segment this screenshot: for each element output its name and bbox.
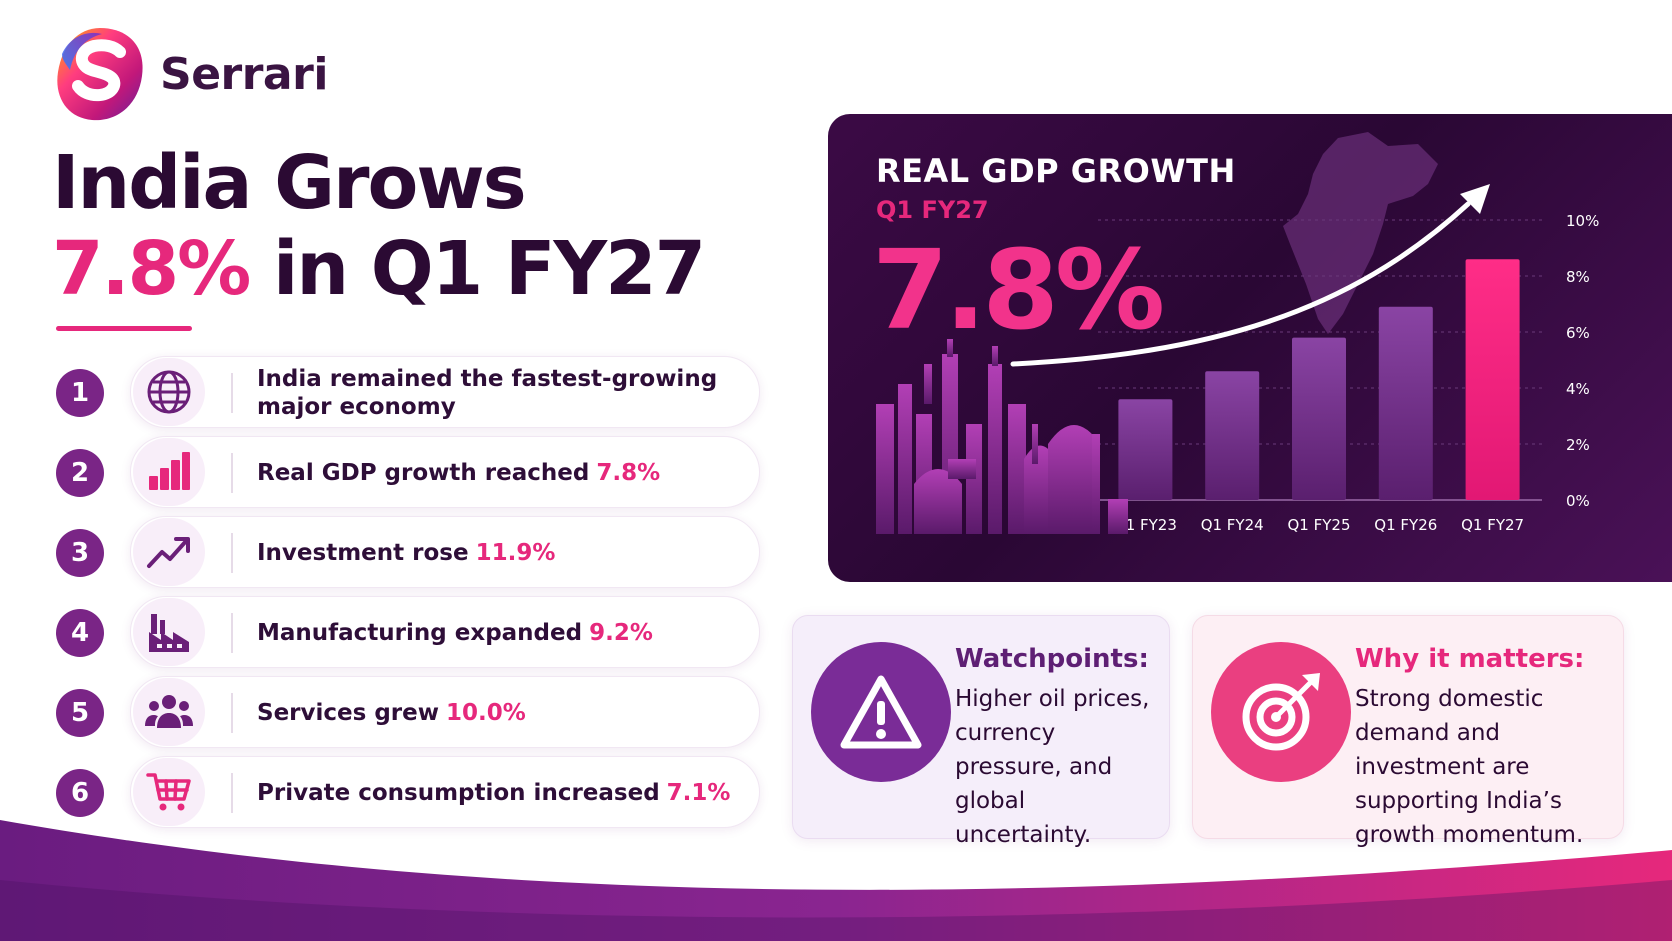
separator — [231, 613, 233, 653]
list-item-text: Services grew 10.0% — [257, 677, 757, 749]
cart-icon — [133, 758, 205, 826]
number-badge: 3 — [56, 529, 104, 577]
india-map-decoration — [1283, 132, 1438, 334]
number-badge: 1 — [56, 369, 104, 417]
list-item-card: Investment rose 11.9% — [130, 516, 760, 588]
list-item: 2 Real GDP growth reached 7.8% — [52, 436, 762, 508]
watchpoints-body: Higher oil prices, currency pressure, an… — [955, 686, 1150, 848]
y-tick-label: 10% — [1566, 212, 1599, 230]
x-tick-label: Q1 FY26 — [1374, 516, 1437, 534]
headline-accent: 7.8% — [52, 226, 251, 312]
list-item-text: Real GDP growth reached 7.8% — [257, 437, 757, 509]
list-item-card: India remained the fastest-growing major… — [130, 356, 760, 428]
headline-line-1: India Grows — [52, 140, 527, 226]
headline: India Grows 7.8% in Q1 FY27 — [52, 140, 706, 312]
item-text-1: India remained the fastest-growing major… — [257, 366, 718, 420]
y-tick-label: 4% — [1566, 380, 1590, 398]
list-item-text: Investment rose 11.9% — [257, 517, 757, 589]
item-text-2: Real GDP growth reached — [257, 460, 590, 486]
serrari-s-logo — [57, 28, 143, 121]
number-badge: 6 — [56, 769, 104, 817]
list-item-text: Private consumption increased 7.1% — [257, 757, 757, 829]
why-body: Strong domestic demand and investment ar… — [1355, 686, 1584, 848]
headline-line-2-rest: in Q1 FY27 — [249, 226, 706, 312]
gdp-bar-chart: 0%2%4%6%8%10% Q1 FY23 Q1 FY24 Q1 FY25 Q1 FY… — [876, 132, 1599, 534]
x-tick-label: Q1 FY24 — [1201, 516, 1264, 534]
list-item-card: Services grew 10.0% — [130, 676, 760, 748]
list-item-card: Manufacturing expanded 9.2% — [130, 596, 760, 668]
bar-q1-fy24 — [1205, 371, 1260, 500]
trend-up-icon — [133, 518, 205, 586]
x-tick-labels: Q1 FY23 Q1 FY24 Q1 FY25 Q1 FY26 Q1 FY27 — [1114, 516, 1524, 534]
gdp-chart-panel: 0% 2% 4% 6% 8% 10% Q1 FY23 Q1 FY24 Q1 FY25 Q1 FY… — [828, 114, 1672, 582]
separator — [231, 773, 233, 813]
growth-arrow-decoration — [1010, 184, 1490, 367]
separator — [231, 693, 233, 733]
number-badge: 5 — [56, 689, 104, 737]
headline-line-2: 7.8% in Q1 FY27 — [52, 226, 706, 312]
headline-underline — [56, 326, 192, 331]
bar-q1-fy25 — [1292, 337, 1346, 500]
x-tick-label: Q1 FY23 — [1114, 516, 1177, 534]
list-item-card: Private consumption increased 7.1% — [130, 756, 760, 828]
chart-title: REAL GDP GROWTH — [876, 152, 1236, 190]
separator — [231, 453, 233, 493]
separator — [231, 533, 233, 573]
chart-subtitle: Q1 FY27 — [876, 196, 989, 224]
list-item-text: India remained the fastest-growing major… — [257, 357, 757, 429]
why-title: Why it matters: — [1355, 644, 1585, 674]
bar-q1-fy26 — [1378, 306, 1433, 500]
list-item: 5 Services grew 10.0% — [52, 676, 762, 748]
chart-headline-value: 7.8% — [872, 226, 1165, 354]
warning-icon — [811, 642, 951, 782]
y-tick-label: 0% — [1566, 492, 1590, 510]
y-tick-labels: 0% 2% 4% 6% 8% 10% — [1566, 212, 1599, 510]
bar-chart-icon — [133, 438, 205, 506]
skyline-decoration — [876, 339, 1128, 534]
number-badge: 2 — [56, 449, 104, 497]
list-item: 3 Investment rose 11.9% — [52, 516, 762, 588]
bar-q1-fy23 — [1118, 399, 1173, 500]
y-tick-label: 8% — [1566, 268, 1590, 286]
bottom-wave-decoration — [0, 820, 1672, 941]
item-highlight-4: 9.2% — [589, 620, 653, 646]
bar-q1-fy27 — [1465, 259, 1520, 500]
item-highlight-2: 7.8% — [596, 460, 661, 486]
bars — [1118, 259, 1520, 500]
why-it-matters-card: Why it matters: Strong domestic demand a… — [1192, 615, 1624, 848]
y-tick-label: 2% — [1566, 436, 1590, 454]
list-item: 6 Private consumption increased 7.1% — [52, 756, 762, 828]
item-highlight-5: 10.0% — [445, 700, 526, 726]
list-item: 4 Manufacturing expanded 9.2% — [52, 596, 762, 668]
item-text-5: Services grew — [257, 700, 439, 726]
list-item: 1 India remained the fastest-growing maj… — [52, 356, 762, 428]
x-tick-label: Q1 FY27 — [1461, 516, 1524, 534]
watchpoints-card: Watchpoints: Higher oil prices, currency… — [792, 615, 1170, 848]
x-tick-label: Q1 FY25 — [1288, 516, 1351, 534]
factory-icon — [133, 598, 205, 666]
highlights-list: 1 India remained the fastest-growing maj… — [52, 356, 762, 836]
target-icon — [1211, 642, 1351, 782]
people-icon — [133, 678, 205, 746]
watchpoints-title: Watchpoints: — [955, 644, 1149, 674]
item-text-4: Manufacturing expanded — [257, 620, 583, 646]
list-item-text: Manufacturing expanded 9.2% — [257, 597, 757, 669]
globe-icon — [133, 358, 205, 426]
y-tick-label: 6% — [1566, 324, 1590, 342]
list-item-card: Real GDP growth reached 7.8% — [130, 436, 760, 508]
separator — [231, 373, 233, 413]
item-text-6: Private consumption increased — [257, 780, 660, 806]
item-highlight-6: 7.1% — [666, 780, 731, 806]
brand: Serrari — [52, 24, 328, 124]
item-text-3: Investment rose — [257, 540, 469, 566]
brand-name: Serrari — [160, 48, 328, 100]
number-badge: 4 — [56, 609, 104, 657]
item-highlight-3: 11.9% — [475, 540, 556, 566]
